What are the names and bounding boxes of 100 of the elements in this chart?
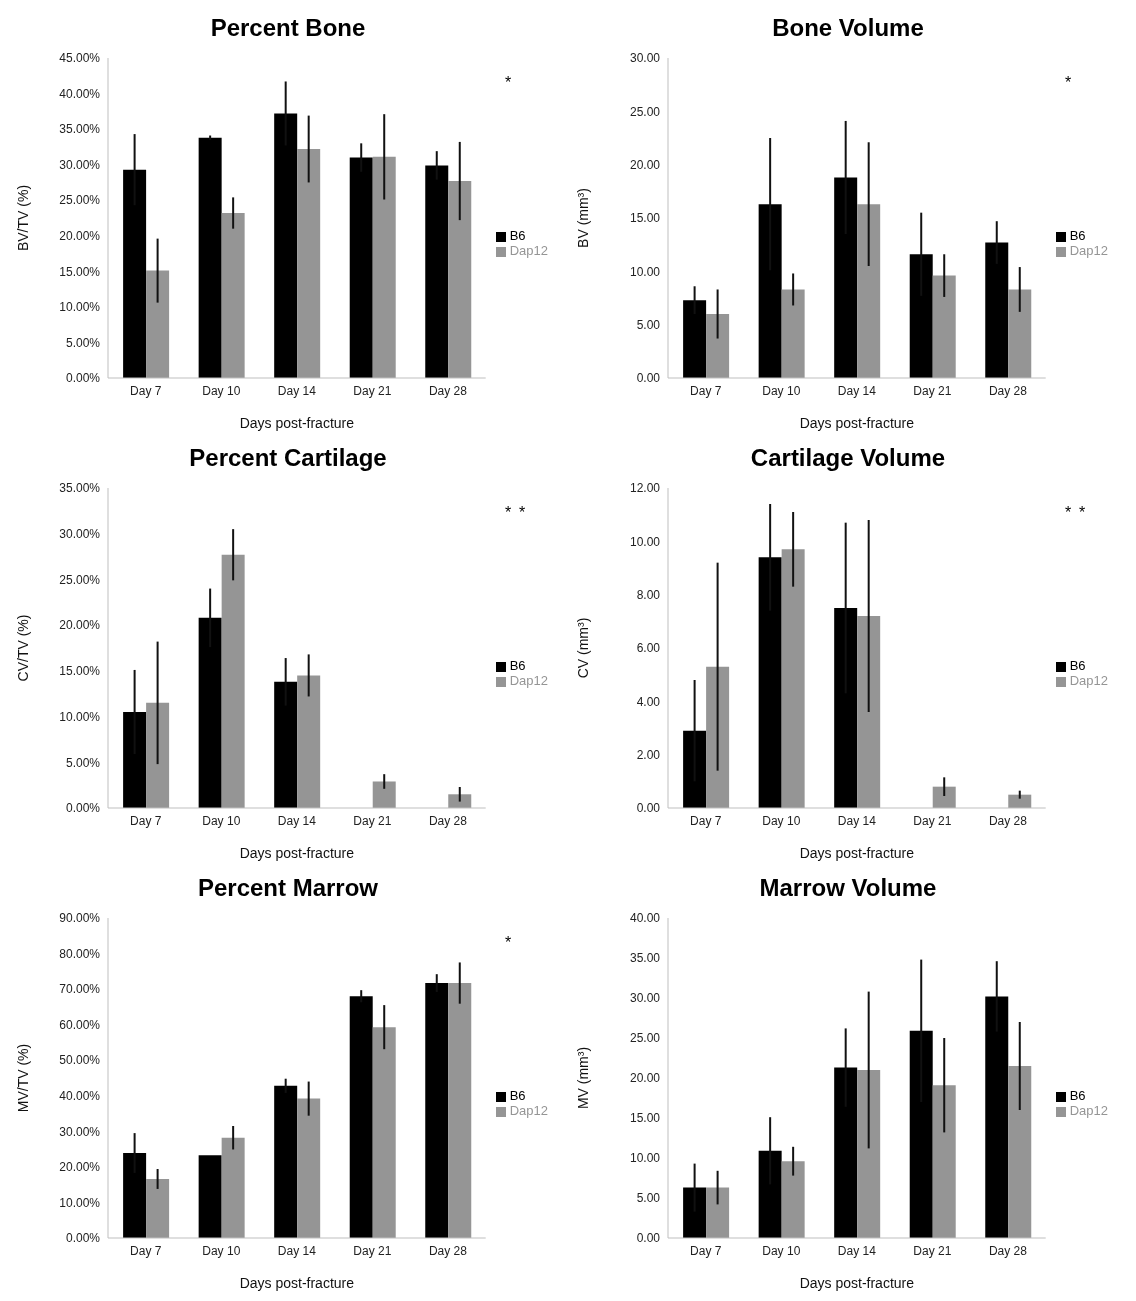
x-tick-label: Day 7	[130, 383, 162, 398]
y-tick-label: 20.00	[629, 1071, 661, 1086]
y-tick-label: 0.00	[636, 1231, 661, 1246]
y-tick-label: 0.00	[636, 801, 661, 816]
x-tick-label: Day 28	[428, 813, 468, 828]
y-axis-title: MV (mm³)	[574, 1046, 591, 1110]
legend-label: B6	[1069, 228, 1086, 243]
y-tick-label: 20.00%	[59, 618, 101, 633]
y-tick-label: 2.00	[636, 747, 661, 762]
y-tick-label: 0.00	[636, 371, 661, 386]
x-tick-label: Day 7	[690, 1243, 722, 1258]
y-tick-label: 20.00%	[59, 229, 101, 244]
y-tick-label: 70.00%	[59, 982, 101, 997]
x-axis-title: Days post-fracture	[239, 415, 355, 431]
x-tick-label: Day 10	[762, 1243, 801, 1258]
x-axis-title: Days post-fracture	[239, 845, 355, 861]
y-tick-label: 50.00%	[59, 1053, 101, 1068]
x-tick-label: Day 14	[277, 1243, 317, 1258]
x-tick-label: Day 14	[277, 383, 317, 398]
text: *	[504, 74, 512, 91]
y-axis-title: CV (mm³)	[574, 617, 591, 679]
y-tick-label: 25.00%	[59, 572, 101, 587]
legend-label: Dap12	[1069, 243, 1108, 258]
legend-label: B6	[509, 1088, 526, 1103]
y-tick-label: 10.00	[629, 534, 661, 549]
x-tick-label: Day 21	[913, 1243, 952, 1258]
legend-label: Dap12	[1069, 673, 1108, 688]
legend-label: Dap12	[1069, 1103, 1108, 1118]
y-tick-label: 15.00%	[59, 664, 101, 679]
y-tick-label: 10.00%	[59, 300, 101, 315]
x-tick-label: Day 28	[428, 1243, 468, 1258]
text: *	[1078, 504, 1086, 521]
y-axis-title: CV/TV (%)	[14, 614, 31, 682]
x-tick-label: Day 7	[690, 813, 722, 828]
x-tick-label: Day 28	[988, 813, 1028, 828]
legend-label: Dap12	[509, 243, 548, 258]
y-tick-label: 45.00%	[59, 51, 101, 66]
y-axis-title: BV/TV (%)	[14, 184, 31, 252]
y-tick-label: 0.00%	[65, 371, 101, 386]
x-tick-label: Day 7	[130, 1243, 162, 1258]
y-tick-label: 40.00%	[59, 1089, 101, 1104]
x-tick-label: Day 7	[690, 383, 722, 398]
y-tick-label: 40.00%	[59, 86, 101, 101]
chart-title: Marrow Volume	[758, 873, 938, 903]
chart-title: Percent Bone	[209, 13, 367, 43]
x-axis-title: Days post-fracture	[239, 1275, 355, 1291]
y-tick-label: 35.00	[629, 951, 661, 966]
legend-label: Dap12	[509, 673, 548, 688]
x-tick-label: Day 28	[428, 383, 468, 398]
y-tick-label: 12.00	[629, 481, 661, 496]
text: *	[504, 504, 512, 521]
x-tick-label: Day 7	[130, 813, 162, 828]
x-tick-label: Day 21	[353, 1243, 392, 1258]
y-tick-label: 15.00%	[59, 264, 101, 279]
y-tick-label: 6.00	[636, 641, 661, 656]
y-tick-label: 0.00%	[65, 801, 101, 816]
y-tick-label: 30.00	[629, 51, 661, 66]
x-axis-title: Days post-fracture	[799, 1275, 915, 1291]
text: *	[1064, 504, 1072, 521]
y-tick-label: 4.00	[636, 694, 661, 709]
x-axis-title: Days post-fracture	[799, 845, 915, 861]
y-tick-label: 60.00%	[59, 1017, 101, 1032]
y-tick-label: 35.00%	[59, 122, 101, 137]
text: *	[504, 934, 512, 951]
y-tick-label: 5.00%	[65, 335, 101, 350]
chart-title: Cartilage Volume	[749, 443, 947, 473]
y-tick-label: 20.00	[629, 157, 661, 172]
y-tick-label: 15.00	[629, 1111, 661, 1126]
y-tick-label: 20.00%	[59, 1160, 101, 1175]
legend-label: B6	[1069, 658, 1086, 673]
y-axis-title: MV/TV (%)	[14, 1043, 31, 1113]
x-tick-label: Day 10	[202, 813, 241, 828]
x-tick-label: Day 21	[913, 383, 952, 398]
x-tick-label: Day 10	[762, 383, 801, 398]
y-tick-label: 10.00	[629, 264, 661, 279]
text: *	[1064, 74, 1072, 91]
x-tick-label: Day 21	[353, 383, 392, 398]
y-tick-label: 30.00%	[59, 1124, 101, 1139]
y-tick-label: 0.00%	[65, 1231, 101, 1246]
y-tick-label: 8.00	[636, 587, 661, 602]
y-tick-label: 5.00	[636, 317, 661, 332]
legend-label: Dap12	[509, 1103, 548, 1118]
y-tick-label: 30.00	[629, 991, 661, 1006]
y-axis-title: BV (mm³)	[574, 188, 591, 248]
x-tick-label: Day 10	[202, 1243, 241, 1258]
y-tick-label: 5.00%	[65, 755, 101, 770]
y-tick-label: 25.00	[629, 104, 661, 119]
legend-label: B6	[509, 658, 526, 673]
y-tick-label: 30.00%	[59, 157, 101, 172]
legend-label: B6	[509, 228, 526, 243]
x-tick-label: Day 28	[988, 383, 1028, 398]
x-tick-label: Day 28	[988, 1243, 1028, 1258]
chart-title: Percent Marrow	[196, 873, 380, 903]
y-tick-label: 80.00%	[59, 946, 101, 961]
y-tick-label: 10.00%	[59, 709, 101, 724]
legend-label: B6	[1069, 1088, 1086, 1103]
x-axis-title: Days post-fracture	[799, 415, 915, 431]
chart-title: Percent Cartilage	[188, 443, 388, 473]
x-tick-label: Day 14	[837, 813, 877, 828]
y-tick-label: 5.00	[636, 1191, 661, 1206]
